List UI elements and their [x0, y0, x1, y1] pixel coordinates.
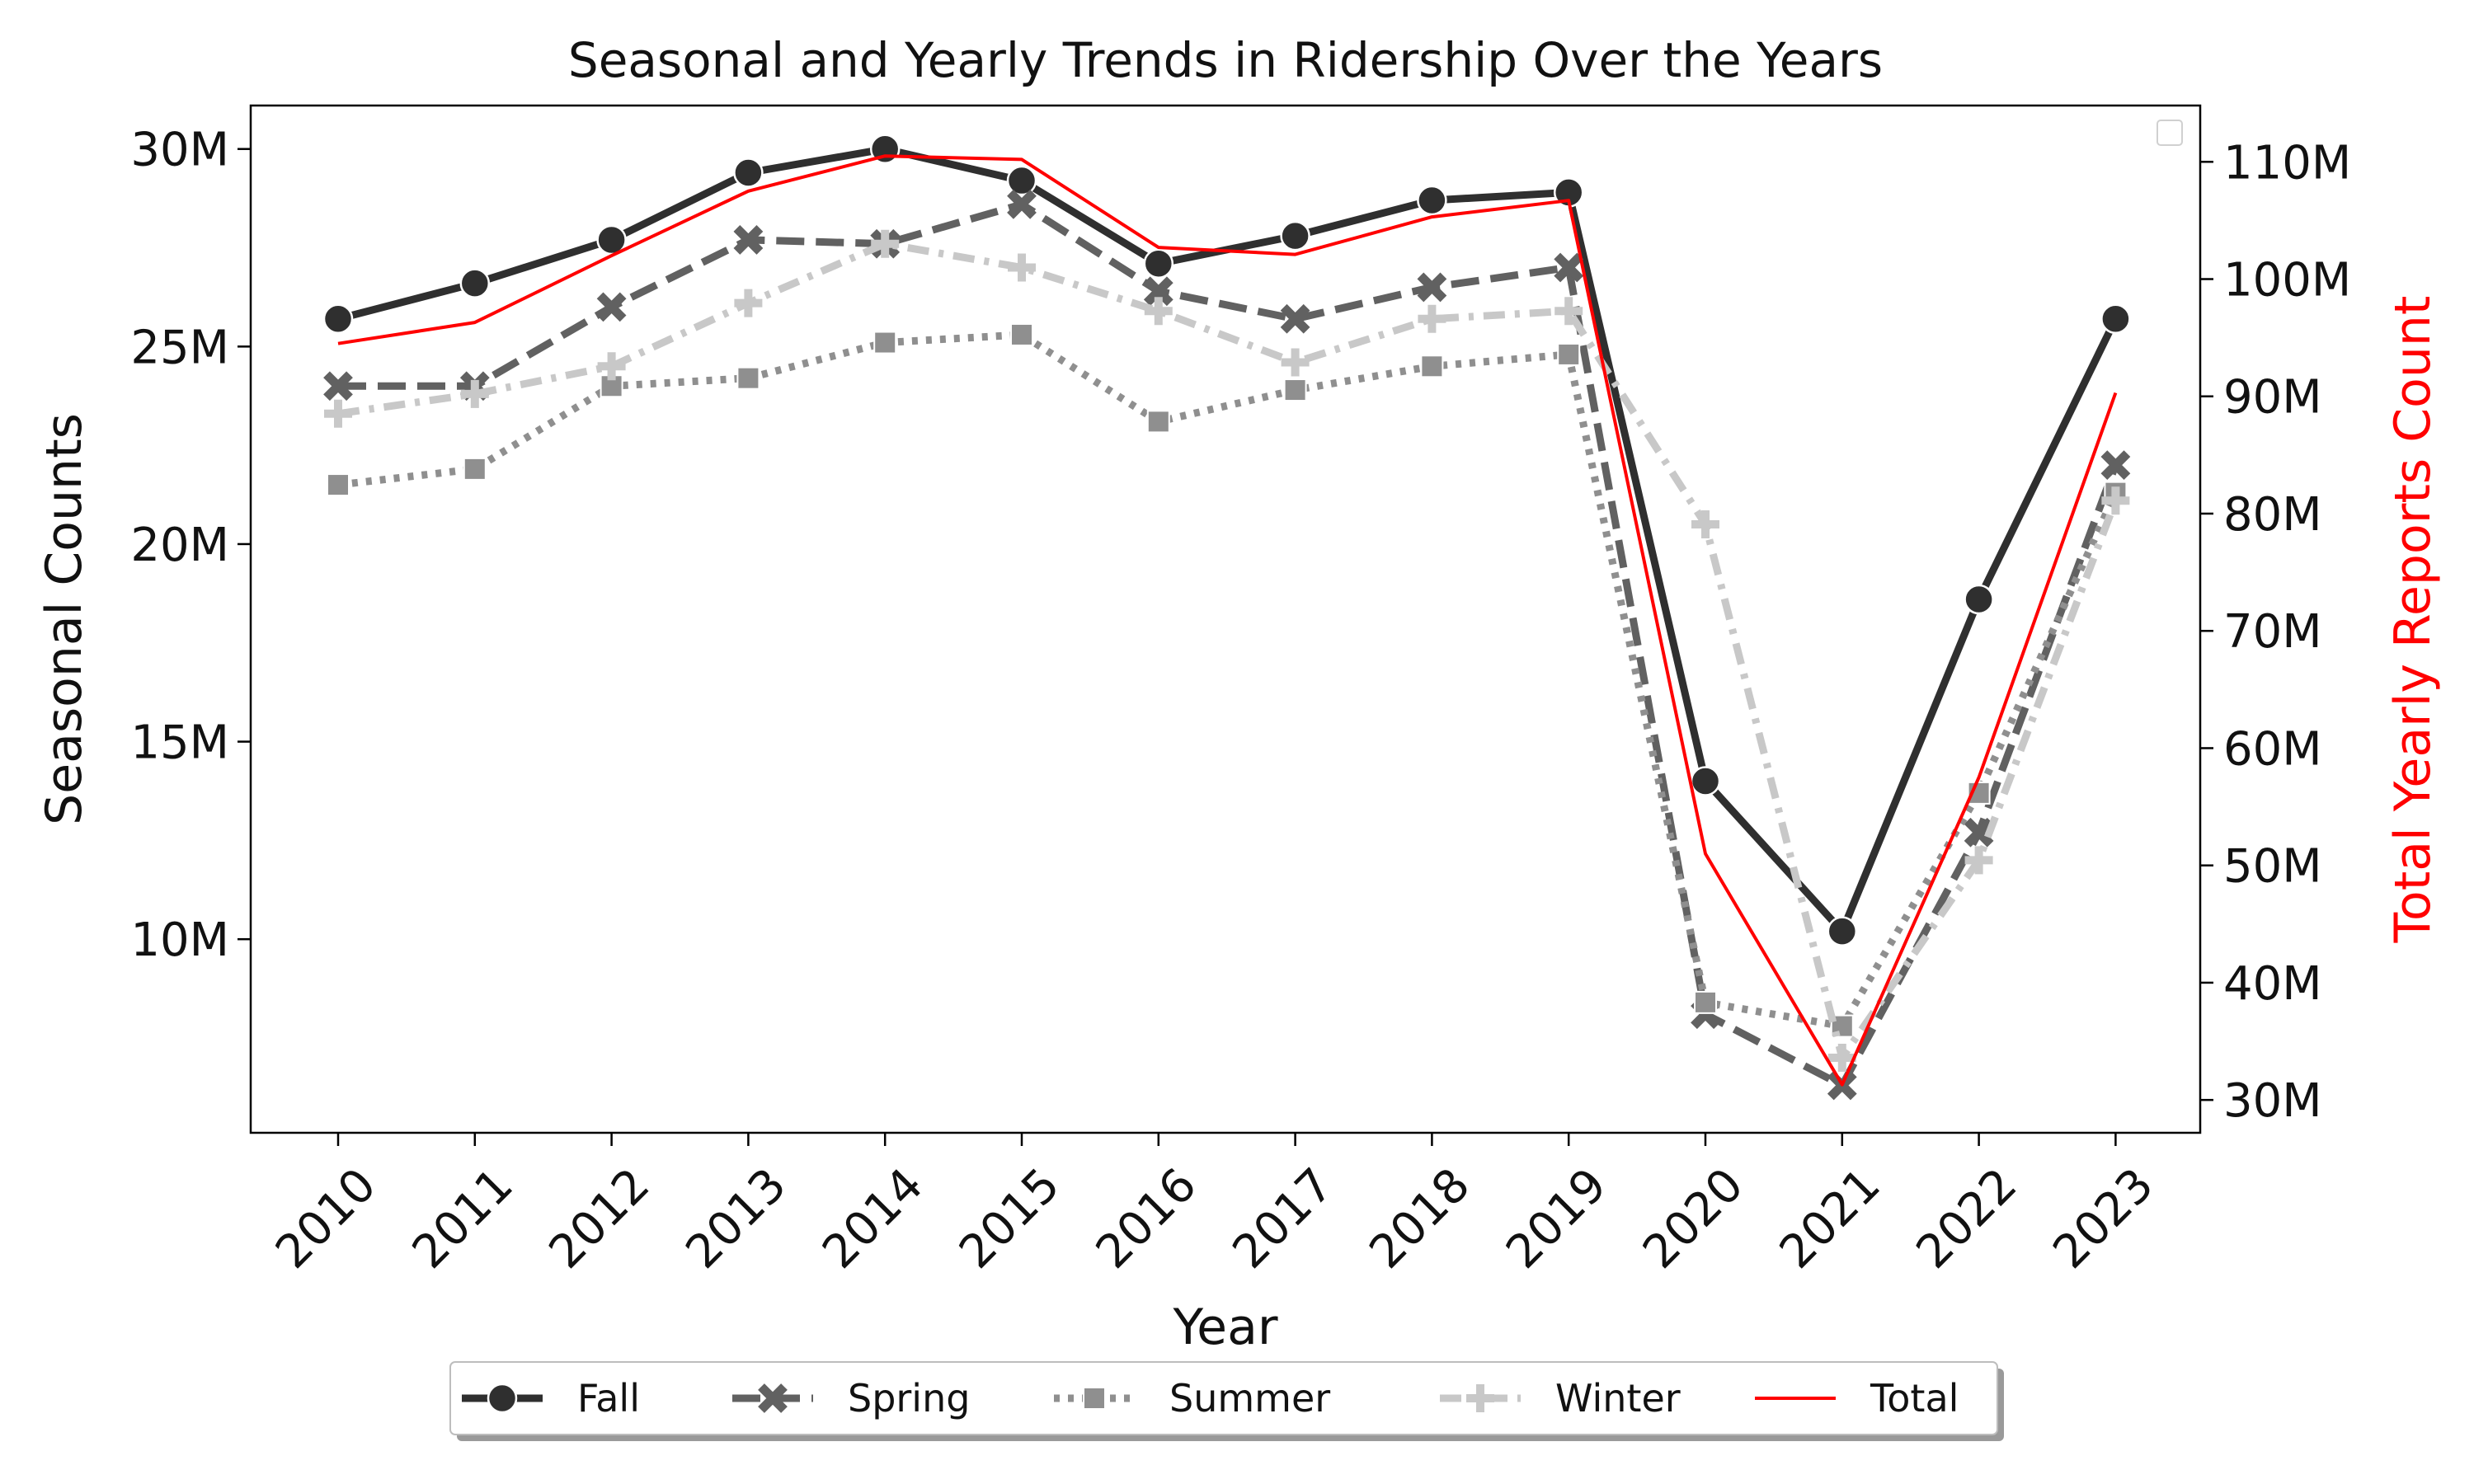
series-spring	[323, 189, 2131, 1101]
data-point-summer	[1420, 355, 1444, 378]
data-point-summer	[1146, 410, 1170, 434]
data-point-summer	[327, 473, 350, 497]
legend-item-total: Total	[1755, 1376, 1959, 1421]
legend-item-winter: Winter	[1440, 1376, 1681, 1421]
data-point-fall	[1417, 185, 1447, 216]
series-layer	[322, 134, 2131, 1101]
y2-tick-label: 30M	[2223, 1074, 2322, 1128]
legend-item-summer: Summer	[1054, 1376, 1330, 1421]
data-point-spring	[596, 292, 627, 322]
y-tick-label: 25M	[130, 321, 229, 374]
data-point-winter	[734, 289, 763, 317]
data-point-fall	[1964, 584, 1994, 615]
small-legend-box	[2157, 120, 2183, 146]
data-point-fall	[1690, 766, 1721, 796]
legend-item-spring: Spring	[732, 1376, 970, 1421]
data-point-spring	[1417, 272, 1447, 303]
y-axis-label: Seasonal Counts	[35, 413, 93, 825]
data-point-summer	[1967, 781, 1991, 805]
data-point-winter	[460, 379, 489, 408]
data-point-summer	[1694, 990, 1717, 1014]
data-point-fall	[322, 303, 354, 335]
data-point-summer	[463, 457, 487, 481]
data-point-winter	[1827, 1043, 1856, 1072]
data-point-fall	[1280, 220, 1310, 251]
legend: Fall Spring Summer Winter Total	[449, 1361, 2004, 1441]
series-total	[337, 154, 2118, 1087]
series-line-summer	[337, 331, 2119, 1031]
data-point-summer	[873, 331, 897, 355]
data-point-legend-winter	[1466, 1384, 1494, 1412]
y2-tick-label: 50M	[2223, 840, 2322, 894]
data-point-winter	[2101, 486, 2130, 515]
data-point-spring	[2100, 450, 2131, 480]
data-point-fall	[1006, 165, 1037, 196]
data-point-winter	[1691, 510, 1719, 538]
legend-label-winter: Winter	[1555, 1376, 1681, 1421]
data-point-fall	[1143, 248, 1174, 279]
legend-label-total: Total	[1870, 1376, 1959, 1421]
series-line-total	[337, 154, 2118, 1087]
legend-label-spring: Spring	[848, 1376, 970, 1421]
y2-tick-label: 40M	[2223, 957, 2322, 1011]
data-point-winter	[871, 229, 900, 258]
data-point-fall	[733, 157, 764, 188]
data-point-fall	[1827, 916, 1858, 946]
y2-tick-label: 70M	[2223, 605, 2322, 659]
y2-tick-label: 100M	[2223, 254, 2351, 308]
data-point-summer	[1010, 322, 1033, 346]
y2-tick-label: 110M	[2223, 136, 2351, 190]
data-point-fall	[2100, 303, 2131, 335]
data-point-legend-summer	[1083, 1387, 1106, 1410]
legend-label-fall: Fall	[577, 1376, 640, 1421]
data-point-spring	[733, 225, 764, 255]
y2-axis-label: Total Yearly Reports Count	[2384, 296, 2442, 944]
data-point-summer	[1557, 342, 1581, 366]
data-point-fall	[459, 268, 491, 298]
y2-tick-label: 90M	[2223, 371, 2322, 425]
data-point-legend-spring	[758, 1383, 788, 1413]
data-point-winter	[1964, 846, 1993, 875]
data-point-winter	[1554, 297, 1583, 326]
y2-tick-label: 80M	[2223, 488, 2322, 542]
data-point-spring	[323, 371, 353, 402]
chart-title: Seasonal and Yearly Trends in Ridership …	[568, 32, 1883, 88]
data-point-winter	[324, 399, 352, 428]
series-line-winter	[337, 240, 2119, 1062]
series-winter	[324, 229, 2130, 1072]
data-point-legend-fall	[487, 1383, 518, 1414]
x-axis-label: Year	[1172, 1298, 1277, 1356]
data-point-spring	[1143, 276, 1174, 307]
data-point-winter	[1281, 348, 1310, 377]
data-point-winter	[1008, 253, 1036, 282]
data-point-spring	[1964, 817, 1994, 848]
data-point-spring	[1007, 189, 1037, 219]
y-tick-label: 15M	[130, 716, 229, 770]
data-point-summer	[1283, 378, 1307, 402]
data-point-winter	[1418, 304, 1446, 333]
data-point-spring	[1554, 252, 1584, 283]
legend-item-fall: Fall	[462, 1376, 640, 1421]
data-point-winter	[1144, 297, 1173, 326]
y-tick-label: 20M	[130, 519, 229, 572]
legend-label-summer: Summer	[1169, 1376, 1330, 1421]
data-point-winter	[597, 352, 626, 381]
data-point-summer	[736, 366, 760, 390]
data-point-spring	[1280, 303, 1310, 334]
legend-frame	[449, 1361, 1998, 1435]
y2-tick-label: 60M	[2223, 722, 2322, 776]
series-line-spring	[338, 200, 2119, 1089]
y-tick-label: 30M	[130, 124, 229, 177]
plot-frame	[249, 104, 2202, 1134]
y-tick-label: 10M	[130, 913, 229, 967]
